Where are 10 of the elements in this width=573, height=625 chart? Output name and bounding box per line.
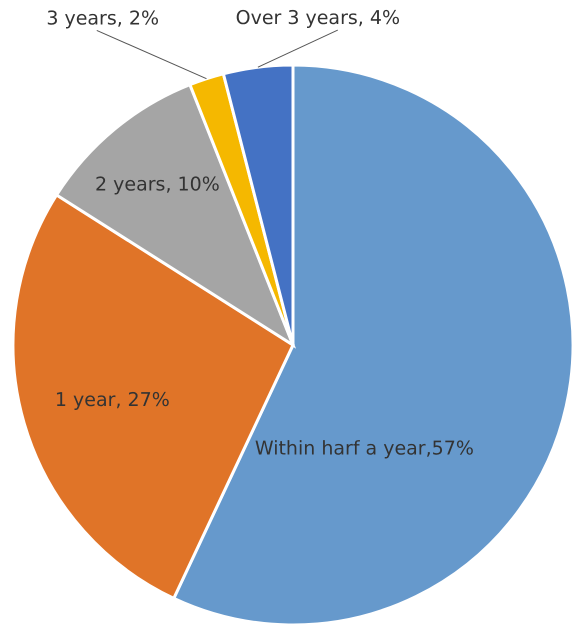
- data-label: , 27%: [115, 388, 170, 411]
- slice-label: Over 3 years: [236, 7, 358, 30]
- data-label: , 2%: [116, 7, 160, 30]
- data-label: ,57%: [426, 438, 474, 460]
- data-label: , 10%: [165, 174, 220, 196]
- slice-label: 1 year: [54, 388, 116, 411]
- slice-label: 2 years: [95, 174, 166, 196]
- data-label: , 4%: [358, 7, 400, 30]
- slice-label: 3 years: [46, 7, 117, 30]
- slice-label: Within harf a year: [254, 438, 426, 460]
